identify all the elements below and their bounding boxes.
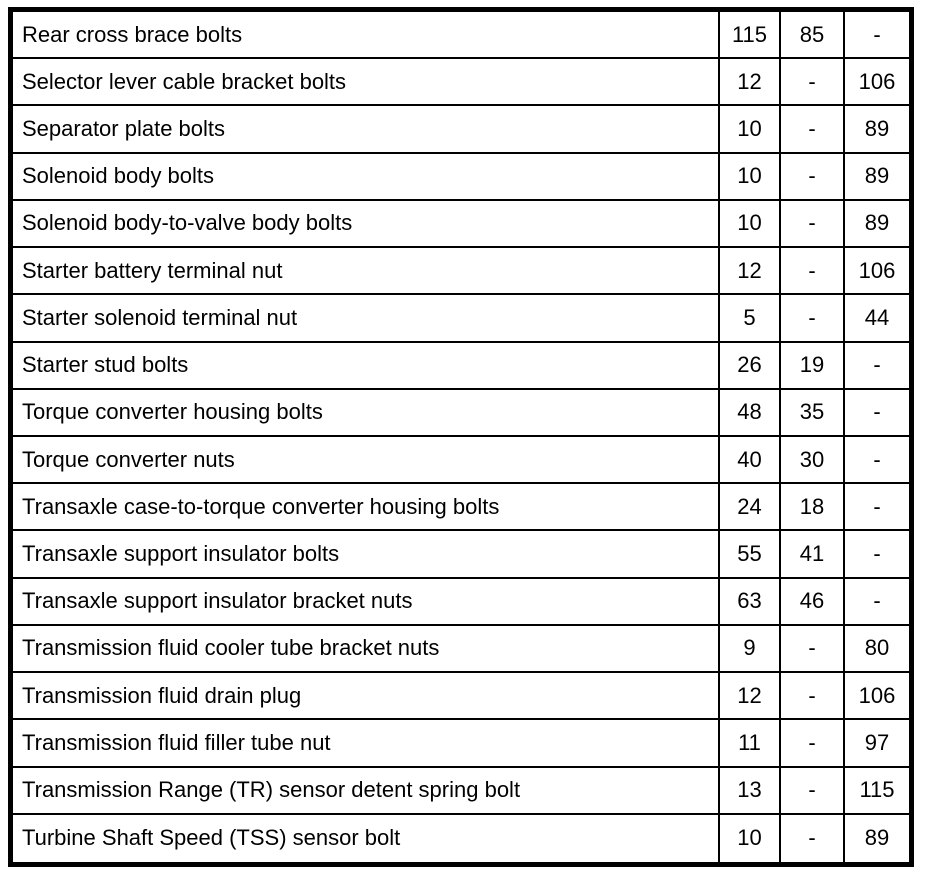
value-cell: 18 (779, 484, 843, 530)
value-cell: 89 (843, 200, 909, 247)
value-cell: 106 (843, 673, 909, 719)
table-row: Torque converter housing bolts 48 35 - (13, 389, 909, 437)
spec-label-cell: Transaxle case-to-torque converter housi… (22, 493, 500, 519)
value-cell: - (779, 673, 843, 719)
table-row: Separator plate bolts 10 - 89 (13, 106, 909, 154)
value-cell: 63 (718, 578, 779, 624)
table-row: Turbine Shaft Speed (TSS) sensor bolt 10… (13, 814, 909, 862)
spec-label-cell: Rear cross brace bolts (22, 21, 243, 47)
spec-label-cell: Turbine Shaft Speed (TSS) sensor bolt (22, 825, 401, 851)
value-cell: 106 (843, 59, 909, 105)
value-cell: 97 (843, 720, 909, 766)
value-cell: 12 (718, 248, 779, 294)
spec-label-cell: Selector lever cable bracket bolts (22, 68, 347, 94)
value-cell: 115 (718, 12, 779, 58)
value-cell: 89 (843, 153, 909, 199)
spec-label-cell: Starter battery terminal nut (22, 257, 283, 283)
value-cell: 12 (718, 59, 779, 105)
value-cell: - (843, 531, 909, 577)
spec-label-cell: Torque converter nuts (22, 446, 235, 472)
table-row: Starter solenoid terminal nut 5 - 44 (13, 295, 909, 343)
value-cell: 10 (718, 153, 779, 199)
value-cell: 13 (718, 767, 779, 813)
value-cell: - (843, 12, 909, 58)
value-cell: - (779, 248, 843, 294)
spec-label-cell: Solenoid body-to-valve body bolts (22, 210, 353, 236)
value-cell: 55 (718, 531, 779, 577)
value-cell: - (843, 436, 909, 483)
table-row: Selector lever cable bracket bolts 12 - … (13, 59, 909, 107)
spec-label-cell: Transmission fluid drain plug (22, 682, 302, 708)
value-cell: - (779, 720, 843, 766)
value-cell: 10 (718, 106, 779, 152)
value-cell: 41 (779, 531, 843, 577)
table-row: Transmission fluid drain plug 12 - 106 (13, 673, 909, 721)
spec-label-cell: Transmission Range (TR) sensor detent sp… (22, 777, 521, 803)
value-cell: 12 (718, 673, 779, 719)
value-cell: - (843, 342, 909, 388)
value-cell: 9 (718, 625, 779, 672)
value-cell: 85 (779, 12, 843, 58)
value-cell: - (779, 153, 843, 199)
value-cell: 80 (843, 625, 909, 672)
value-cell: 44 (843, 295, 909, 341)
value-cell: - (779, 767, 843, 813)
value-cell: 5 (718, 295, 779, 341)
value-cell: - (843, 578, 909, 624)
value-cell: 40 (718, 436, 779, 483)
spec-label-cell: Transaxle support insulator bracket nuts (22, 588, 413, 614)
value-cell: - (779, 814, 843, 862)
value-cell: - (779, 59, 843, 105)
table-row: Solenoid body-to-valve body bolts 10 - 8… (13, 200, 909, 249)
value-cell: 10 (718, 200, 779, 247)
table-row: Transmission fluid cooler tube bracket n… (13, 625, 909, 674)
value-cell: 19 (779, 342, 843, 388)
table-row: Transaxle support insulator bolts 55 41 … (13, 531, 909, 579)
value-cell: - (779, 200, 843, 247)
value-cell: 26 (718, 342, 779, 388)
value-cell: 11 (718, 720, 779, 766)
spec-label-cell: Solenoid body bolts (22, 163, 215, 189)
spec-label-cell: Transaxle support insulator bolts (22, 541, 340, 567)
spec-label-cell: Transmission fluid cooler tube bracket n… (22, 635, 440, 661)
spec-label-cell: Starter stud bolts (22, 352, 189, 378)
value-cell: - (843, 389, 909, 435)
value-cell: 115 (843, 767, 909, 813)
value-cell: 48 (718, 389, 779, 435)
table-row: Transaxle support insulator bracket nuts… (13, 578, 909, 626)
spec-label-cell: Separator plate bolts (22, 116, 226, 142)
value-cell: 106 (843, 248, 909, 294)
value-cell: 89 (843, 814, 909, 862)
value-cell: 89 (843, 106, 909, 152)
spec-label-cell: Starter solenoid terminal nut (22, 304, 298, 330)
value-cell: - (779, 106, 843, 152)
torque-specs-table: Rear cross brace bolts 115 85 - Selector… (8, 7, 914, 867)
value-cell: 24 (718, 484, 779, 530)
table-row: Transmission Range (TR) sensor detent sp… (13, 767, 909, 815)
table-row: Transaxle case-to-torque converter housi… (13, 484, 909, 532)
value-cell: 10 (718, 814, 779, 862)
value-cell: 35 (779, 389, 843, 435)
value-cell: 30 (779, 436, 843, 483)
value-cell: - (779, 625, 843, 672)
table-row: Starter battery terminal nut 12 - 106 (13, 248, 909, 296)
table-row: Transmission fluid filler tube nut 11 - … (13, 720, 909, 768)
table-row: Rear cross brace bolts 115 85 - (13, 12, 909, 60)
table-row: Torque converter nuts 40 30 - (13, 436, 909, 485)
table-row: Starter stud bolts 26 19 - (13, 342, 909, 390)
table-row: Solenoid body bolts 10 - 89 (13, 153, 909, 201)
spec-label-cell: Transmission fluid filler tube nut (22, 729, 331, 755)
value-cell: 46 (779, 578, 843, 624)
value-cell: - (843, 484, 909, 530)
value-cell: - (779, 295, 843, 341)
spec-label-cell: Torque converter housing bolts (22, 399, 323, 425)
